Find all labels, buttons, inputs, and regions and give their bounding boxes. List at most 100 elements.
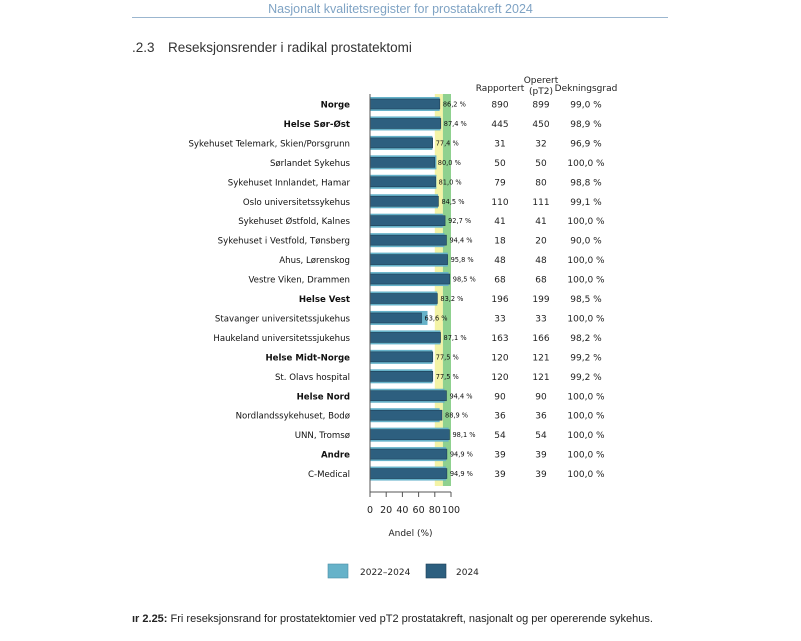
cell-rapportert: 18 [494,237,506,247]
cell-operert: 121 [532,373,549,383]
bar-value-label: 81,0 % [439,178,462,186]
legend-label-2022-2024: 2022–2024 [360,568,411,578]
cell-operert: 50 [535,159,547,169]
cell-operert: 39 [535,451,547,461]
cell-dekningsgrad: 98,9 % [570,120,602,130]
cell-dekningsgrad: 100,0 % [567,276,605,286]
cell-rapportert: 445 [491,120,508,130]
bar-value-label: 94,4 % [449,237,472,245]
category-label: St. Olavs hospital [275,373,350,383]
bar-2024 [369,332,441,343]
bar-value-label: 95,8 % [451,256,474,264]
category-label: Sykehuset Østfold, Kalnes [238,216,350,227]
section-title: Reseksjonsrender i radikal prostatektomi [168,40,412,55]
cell-operert: 199 [532,295,549,305]
x-tick-label: 40 [396,505,408,516]
category-label: Norge [321,101,350,111]
bar-2024 [369,118,442,129]
bar-value-label: 83,2 % [440,295,463,303]
bar-value-label: 77,4 % [436,139,459,147]
cell-rapportert: 196 [491,295,508,305]
cell-rapportert: 79 [494,178,506,188]
column-header-operert-line1: Operert [524,76,559,86]
cell-operert: 90 [535,392,547,402]
cell-dekningsgrad: 96,9 % [570,139,602,149]
column-header-dekningsgrad: Dekningsgrad [555,84,618,94]
cell-dekningsgrad: 99,2 % [570,353,602,363]
cell-operert: 80 [535,178,547,188]
figure-caption: ır 2.25: Fri reseksjonsrand for prostate… [132,613,653,625]
cell-rapportert: 39 [494,470,506,480]
cell-operert: 32 [535,139,546,149]
cell-rapportert: 48 [494,256,506,266]
cell-rapportert: 120 [491,353,508,363]
bar-value-label: 98,5 % [453,276,476,284]
cell-operert: 68 [535,276,547,286]
figure-caption-text: Fri reseksjonsrand for prostatektomier v… [167,613,653,625]
cell-dekningsgrad: 98,8 % [570,178,602,188]
column-header-rapportert: Rapportert [476,84,525,94]
bar-2024 [369,409,443,421]
cell-operert: 121 [532,353,549,363]
cell-rapportert: 163 [491,334,508,344]
bar-value-label: 87,1 % [444,334,467,342]
x-tick-label: 0 [367,505,373,516]
bar-2024 [369,468,448,479]
cell-dekningsgrad: 100,0 % [567,159,605,169]
category-label: Helse Nord [297,392,350,402]
category-label: Haukeland universitetssjukehus [213,334,350,344]
page-header-text: Nasjonalt kvalitetsregister for prostata… [268,2,533,16]
cell-rapportert: 890 [491,101,508,111]
x-tick-label: 80 [429,505,441,516]
bar-value-label: 86,2 % [443,101,466,109]
bar-2024 [369,98,441,110]
category-label: Sykehuset Telemark, Skien/Porsgrunn [188,139,350,149]
bar-2024 [369,293,438,304]
cell-rapportert: 31 [494,139,505,149]
category-label: Helse Midt-Norge [265,353,350,363]
category-label: Ahus, Lørenskog [279,256,350,266]
bar-2024 [369,448,448,460]
target-band-yellow [434,94,443,486]
cell-rapportert: 33 [494,314,505,324]
bar-2024 [369,234,447,246]
category-label: Sykehuset Innlandet, Hamar [228,178,351,188]
cell-dekningsgrad: 99,1 % [570,198,602,208]
cell-operert: 899 [532,101,549,111]
category-label: Stavanger universitetssjukehus [215,314,351,324]
bar-value-label: 63,6 % [425,314,448,322]
bar-2024 [369,273,451,285]
legend-swatch-2024 [425,563,447,579]
header-rule [132,17,668,18]
cell-rapportert: 50 [494,159,506,169]
cell-operert: 450 [532,120,549,130]
cell-operert: 54 [535,431,547,441]
cell-rapportert: 39 [494,451,506,461]
section-number: .2.3 [132,40,155,55]
cell-rapportert: 54 [494,431,506,441]
bar-value-label: 94,9 % [450,451,473,459]
category-label: Nordlandssykehuset, Bodø [236,412,350,422]
bar-value-label: 84,5 % [441,198,464,206]
cell-operert: 39 [535,470,547,480]
bar-2024 [369,176,436,188]
bar-2024 [369,215,446,226]
x-axis-label: Andel (%) [388,529,432,539]
cell-dekningsgrad: 98,5 % [570,295,602,305]
cell-rapportert: 90 [494,392,506,402]
bar-value-label: 88,9 % [445,412,468,420]
category-label: Helse Vest [299,295,350,305]
cell-rapportert: 110 [491,198,508,208]
bar-value-label: 94,9 % [450,470,473,478]
x-tick-label: 60 [413,505,425,516]
cell-dekningsgrad: 100,0 % [567,256,605,266]
cell-operert: 48 [535,256,547,266]
bar-2024 [369,312,422,324]
bar-value-label: 80,0 % [438,159,461,167]
category-label: Vestre Viken, Drammen [248,276,350,286]
category-label: Sørlandet Sykehus [270,159,351,169]
cell-dekningsgrad: 100,0 % [567,451,605,461]
cell-dekningsgrad: 100,0 % [567,412,605,422]
cell-dekningsgrad: 100,0 % [567,470,605,480]
